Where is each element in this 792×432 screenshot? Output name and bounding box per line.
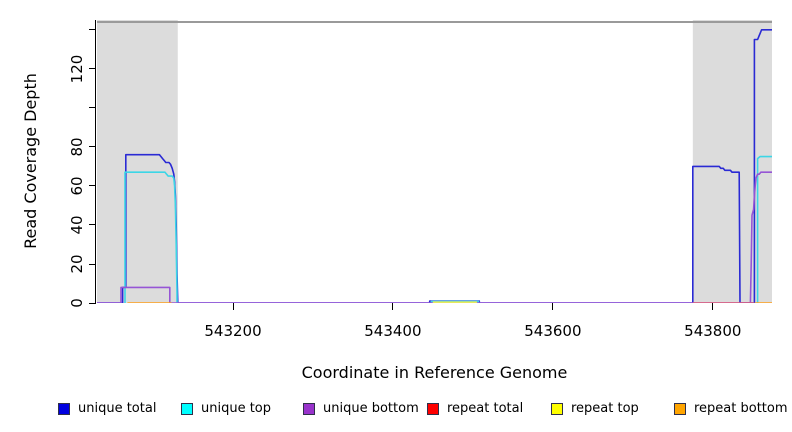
- x-axis-title: Coordinate in Reference Genome: [301, 363, 568, 382]
- x-tick: [392, 303, 394, 310]
- series-line-unique-total: [97, 29, 772, 303]
- x-tick-label: 543400: [364, 322, 422, 340]
- x-tick-label: 543800: [684, 322, 742, 340]
- legend-label: unique top: [201, 401, 272, 416]
- legend-swatch-icon: [551, 402, 563, 415]
- y-tick: [89, 185, 96, 187]
- legend-swatch-icon: [427, 402, 439, 415]
- x-tick-label: 543200: [204, 322, 262, 340]
- y-tick-label: 40: [68, 215, 86, 235]
- y-tick-label: 120: [68, 54, 86, 84]
- series-line-unique-top: [124, 171, 178, 303]
- series-line-unique-top: [756, 155, 772, 303]
- x-tick-label: 543600: [524, 322, 582, 340]
- legend-item: unique total: [58, 401, 156, 416]
- y-axis-line: [95, 20, 96, 304]
- x-tick: [552, 303, 554, 310]
- y-tick-label: 80: [68, 137, 86, 157]
- legend-swatch-icon: [303, 402, 315, 415]
- y-axis-title: Read Coverage Depth: [20, 73, 40, 249]
- legend-item: unique top: [181, 401, 271, 416]
- y-tick: [89, 107, 96, 109]
- legend-item: unique bottom: [303, 401, 419, 416]
- y-tick-label: 0: [68, 298, 86, 308]
- legend-label: repeat bottom: [694, 401, 788, 416]
- y-tick: [89, 224, 96, 226]
- legend-swatch-icon: [674, 402, 686, 415]
- y-tick: [89, 29, 96, 31]
- legend-swatch-icon: [58, 402, 70, 415]
- legend-label: unique bottom: [323, 401, 419, 416]
- x-tick: [712, 303, 714, 310]
- legend-item: repeat total: [427, 401, 523, 416]
- legend-item: repeat bottom: [674, 401, 788, 416]
- legend-swatch-icon: [181, 402, 193, 415]
- y-tick: [89, 146, 96, 148]
- legend-label: repeat top: [571, 401, 639, 416]
- legend-label: unique total: [78, 401, 157, 416]
- series-line-unique-bottom: [97, 171, 772, 303]
- legend-label: repeat total: [447, 401, 524, 416]
- legend-item: repeat top: [551, 401, 639, 416]
- plot-area: [97, 20, 772, 303]
- repeat-region-shading: [692, 20, 772, 303]
- y-tick: [89, 68, 96, 70]
- y-tick-label: 60: [68, 176, 86, 196]
- y-tick-label: 20: [68, 254, 86, 274]
- y-tick: [89, 263, 96, 265]
- x-tick: [232, 303, 234, 310]
- y-tick: [89, 302, 96, 304]
